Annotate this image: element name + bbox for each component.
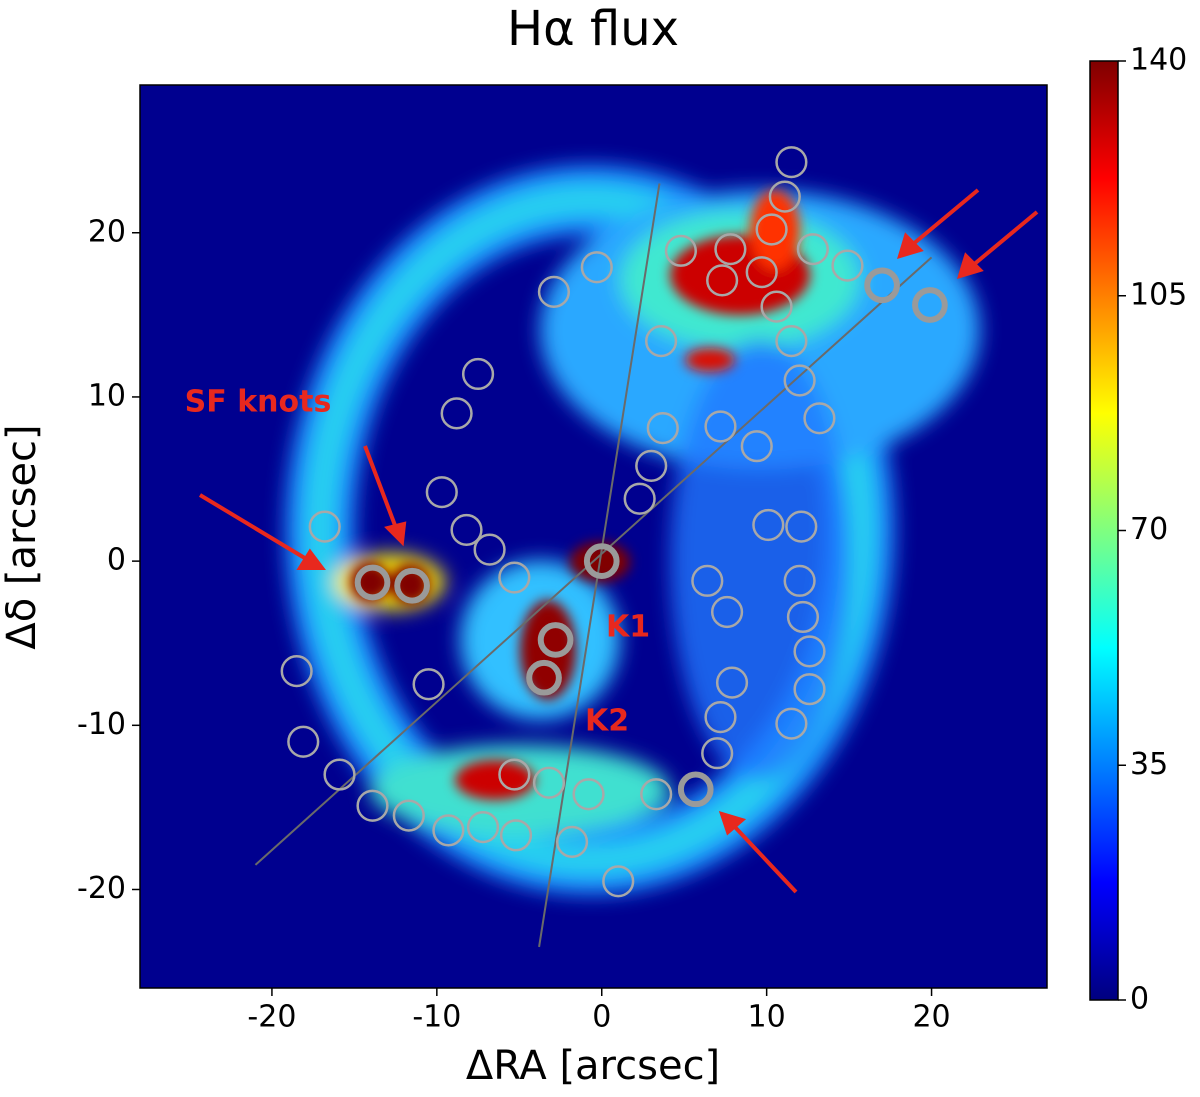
aperture: [706, 264, 739, 297]
chart-title: Hα flux: [507, 1, 679, 57]
aperture: [768, 180, 801, 213]
aperture: [715, 666, 749, 699]
aperture: [432, 814, 465, 847]
aperture: [583, 543, 620, 579]
x-tick-label: -10: [412, 1000, 461, 1035]
aperture: [354, 564, 391, 601]
aperture: [532, 766, 566, 799]
aperture: [740, 430, 773, 463]
aperture: [280, 655, 313, 688]
aperture: [783, 564, 816, 597]
aperture: [786, 600, 820, 634]
aperture: [912, 287, 948, 323]
aperture: [602, 865, 635, 898]
aperture: [392, 799, 425, 832]
aperture: [646, 412, 679, 445]
aperture: [526, 659, 562, 696]
aperture: [537, 275, 571, 308]
slit-line: [538, 183, 661, 948]
aperture: [440, 397, 473, 430]
colorbar: [1089, 60, 1119, 1001]
aperture: [537, 622, 574, 658]
aperture: [864, 267, 900, 304]
aperture: [323, 758, 356, 791]
x-tick-label: -20: [247, 1000, 296, 1035]
y-tick-label: -10: [77, 707, 126, 742]
aperture: [555, 825, 589, 858]
aperture: [580, 251, 613, 284]
y-tick-label: 10: [88, 378, 126, 413]
aperture: [704, 701, 737, 734]
y-axis-label: Δδ [arcsec]: [0, 424, 45, 649]
aperture: [640, 778, 673, 811]
aperture: [394, 567, 430, 604]
aperture: [775, 325, 808, 358]
aperture: [623, 482, 656, 515]
aperture: [466, 811, 500, 844]
x-tick-label: 20: [912, 1000, 950, 1035]
aperture: [793, 635, 826, 668]
aperture: [308, 510, 341, 543]
aperture: [461, 357, 495, 391]
colorbar-tick-label: 35: [1130, 747, 1168, 782]
aperture: [793, 673, 826, 706]
plot-frame: [139, 84, 1048, 989]
aperture: [775, 146, 808, 179]
x-axis-label: ΔRA [arcsec]: [466, 1043, 720, 1089]
y-tick-label: 0: [107, 543, 126, 578]
aperture: [710, 595, 744, 629]
aperture: [755, 213, 788, 246]
aperture: [572, 778, 605, 811]
aperture: [473, 533, 506, 566]
aperture: [796, 233, 829, 266]
aperture: [499, 819, 533, 852]
y-tick-label: -20: [77, 871, 126, 906]
aperture: [635, 449, 668, 482]
aperture: [287, 725, 320, 758]
colorbar-tick-label: 70: [1130, 512, 1168, 547]
x-tick-label: 10: [748, 1000, 786, 1035]
aperture: [783, 364, 816, 397]
overlay: [254, 146, 948, 948]
aperture: [450, 513, 483, 547]
annotation: K2: [585, 704, 629, 739]
annotation: SF knots: [185, 385, 332, 420]
x-tick-label: 0: [592, 1000, 611, 1035]
aperture: [425, 476, 458, 509]
y-tick-label: 20: [88, 214, 126, 249]
colorbar-tick-label: 0: [1130, 982, 1149, 1017]
aperture: [831, 249, 864, 282]
aperture: [745, 256, 778, 289]
image: [140, 85, 1047, 988]
aperture: [775, 707, 808, 740]
colorbar-tick-label: 105: [1130, 277, 1187, 312]
aperture: [752, 508, 785, 542]
aperture: [356, 789, 389, 822]
aperture: [498, 758, 531, 791]
aperture: [785, 510, 818, 543]
aperture: [803, 402, 836, 435]
aperture: [760, 290, 793, 323]
aperture: [664, 234, 697, 267]
arrows: [198, 188, 1039, 894]
aperture: [645, 325, 678, 358]
aperture: [691, 564, 724, 597]
aperture: [701, 737, 734, 770]
annotation: K1: [606, 610, 650, 645]
aperture: [677, 771, 714, 808]
colorbar-tick-label: 140: [1130, 43, 1187, 78]
slit-line: [254, 256, 933, 866]
aperture: [704, 410, 737, 443]
aperture: [714, 233, 747, 266]
aperture: [412, 668, 445, 701]
aperture: [498, 561, 531, 594]
